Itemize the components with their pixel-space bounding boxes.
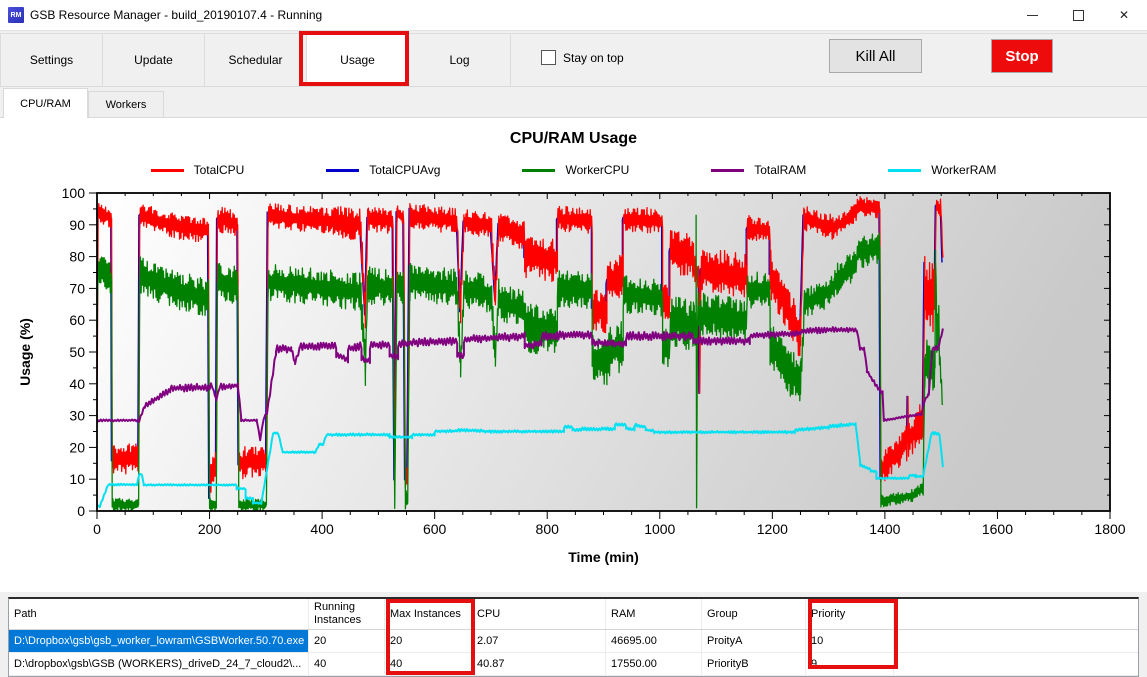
tab-settings[interactable]: Settings bbox=[0, 34, 103, 86]
stay-on-top-control[interactable]: Stay on top bbox=[541, 50, 624, 65]
column-header-ram[interactable]: RAM bbox=[606, 599, 702, 629]
tab-usage[interactable]: Usage bbox=[307, 34, 409, 86]
minimize-icon bbox=[1026, 14, 1038, 16]
subtab-cpu-ram[interactable]: CPU/RAM bbox=[3, 88, 88, 118]
usage-chart: 0 200 400 600 800 1000 1200 1400 1600 1800 0 10 20 30… bbox=[17, 185, 1126, 565]
legend-item-workerram: WorkerRAM bbox=[888, 163, 996, 177]
legend-label-totalcpu: TotalCPU bbox=[193, 163, 245, 177]
svg-text:90: 90 bbox=[69, 217, 85, 233]
cell-path[interactable]: D:\dropbox\gsb\GSB (WORKERS)_driveD_24_7… bbox=[9, 653, 309, 675]
table-row[interactable]: D:\Dropbox\gsb\gsb_worker_lowram\GSBWork… bbox=[9, 630, 1138, 653]
chart-legend: TotalCPU TotalCPUAvg WorkerCPU TotalRAM … bbox=[0, 163, 1147, 177]
tab-update[interactable]: Update bbox=[103, 34, 205, 86]
svg-text:70: 70 bbox=[69, 280, 85, 296]
svg-text:50: 50 bbox=[69, 344, 85, 360]
legend-item-totalcpu: TotalCPU bbox=[150, 163, 245, 177]
maximize-icon bbox=[1072, 9, 1084, 21]
cell-running-instances[interactable]: 40 bbox=[309, 653, 385, 675]
app-icon: RM bbox=[8, 7, 24, 23]
stop-button[interactable]: Stop bbox=[991, 39, 1053, 73]
window-title: GSB Resource Manager - build_20190107.4 … bbox=[30, 8, 323, 22]
svg-text:0: 0 bbox=[77, 503, 85, 519]
svg-text:60: 60 bbox=[69, 312, 85, 328]
cell-cpu[interactable]: 40.87 bbox=[472, 653, 606, 675]
svg-text:30: 30 bbox=[69, 408, 85, 424]
svg-text:1200: 1200 bbox=[757, 521, 788, 537]
stay-on-top-label: Stay on top bbox=[563, 50, 624, 65]
column-header-priority[interactable]: Priority bbox=[806, 599, 894, 629]
legend-swatch-totalram bbox=[711, 168, 745, 172]
legend-label-totalram: TotalRAM bbox=[754, 163, 807, 177]
legend-item-totalram: TotalRAM bbox=[711, 163, 806, 177]
table-row[interactable]: D:\dropbox\gsb\GSB (WORKERS)_driveD_24_7… bbox=[9, 653, 1138, 676]
minimize-button[interactable] bbox=[1009, 0, 1055, 30]
main-tabstrip: Settings Update Schedular Usage Log bbox=[0, 33, 1147, 87]
svg-text:800: 800 bbox=[536, 521, 560, 537]
close-button[interactable]: ✕ bbox=[1101, 0, 1147, 30]
column-header-max-instances[interactable]: Max Instances bbox=[385, 599, 472, 629]
svg-text:1000: 1000 bbox=[644, 521, 675, 537]
svg-text:1600: 1600 bbox=[982, 521, 1013, 537]
column-header-cpu[interactable]: CPU bbox=[472, 599, 606, 629]
svg-text:20: 20 bbox=[69, 439, 85, 455]
chart-title: CPU/RAM Usage bbox=[509, 130, 638, 147]
svg-text:1400: 1400 bbox=[869, 521, 900, 537]
svg-text:600: 600 bbox=[423, 521, 447, 537]
legend-swatch-totalcpuavg bbox=[326, 168, 360, 172]
stay-on-top-checkbox[interactable] bbox=[541, 50, 556, 65]
svg-text:200: 200 bbox=[198, 521, 222, 537]
svg-text:10: 10 bbox=[69, 471, 85, 487]
svg-text:40: 40 bbox=[69, 376, 85, 392]
subtab-workers[interactable]: Workers bbox=[88, 91, 164, 117]
svg-text:80: 80 bbox=[69, 249, 85, 265]
svg-text:0: 0 bbox=[93, 521, 101, 537]
tab-log[interactable]: Log bbox=[409, 34, 511, 86]
column-header-running-instances[interactable]: Running Instances bbox=[309, 599, 385, 629]
legend-swatch-totalcpu bbox=[150, 168, 184, 172]
column-header-path[interactable]: Path bbox=[9, 599, 309, 629]
cell-path[interactable]: D:\Dropbox\gsb\gsb_worker_lowram\GSBWork… bbox=[9, 630, 309, 652]
legend-label-workercpu: WorkerCPU bbox=[565, 163, 630, 177]
column-header-group[interactable]: Group bbox=[702, 599, 806, 629]
cell-group[interactable]: ProityA bbox=[702, 630, 806, 652]
legend-swatch-workercpu bbox=[522, 168, 556, 172]
cell-cpu[interactable]: 2.07 bbox=[472, 630, 606, 652]
cell-group[interactable]: PriorityB bbox=[702, 653, 806, 675]
chart-panel: 0 200 400 600 800 1000 1200 1400 1600 1800 0 10 20 30… bbox=[0, 117, 1147, 592]
title-bar: RM GSB Resource Manager - build_20190107… bbox=[0, 0, 1147, 31]
legend-label-workerram: WorkerRAM bbox=[931, 163, 997, 177]
kill-all-button[interactable]: Kill All bbox=[829, 39, 922, 73]
cell-max-instances[interactable]: 40 bbox=[385, 653, 472, 675]
legend-item-workercpu: WorkerCPU bbox=[522, 163, 629, 177]
tab-schedular[interactable]: Schedular bbox=[205, 34, 307, 86]
cell-priority[interactable]: 10 bbox=[806, 630, 894, 652]
close-icon: ✕ bbox=[1118, 8, 1130, 22]
cell-ram[interactable]: 46695.00 bbox=[606, 630, 702, 652]
svg-text:400: 400 bbox=[310, 521, 334, 537]
cell-running-instances[interactable]: 20 bbox=[309, 630, 385, 652]
cell-max-instances[interactable]: 20 bbox=[385, 630, 472, 652]
legend-item-totalcpuavg: TotalCPUAvg bbox=[326, 163, 440, 177]
svg-text:1800: 1800 bbox=[1094, 521, 1125, 537]
legend-label-totalcpuavg: TotalCPUAvg bbox=[369, 163, 441, 177]
column-header-filler bbox=[894, 599, 1138, 629]
cell-priority[interactable]: 9 bbox=[806, 653, 894, 675]
svg-text:Time (min): Time (min) bbox=[568, 549, 639, 565]
table-header: Path Running Instances Max Instances CPU… bbox=[9, 599, 1138, 630]
workers-table[interactable]: Path Running Instances Max Instances CPU… bbox=[8, 597, 1139, 677]
cell-ram[interactable]: 17550.00 bbox=[606, 653, 702, 675]
svg-text:Usage (%): Usage (%) bbox=[17, 318, 33, 386]
legend-swatch-workerram bbox=[888, 168, 922, 172]
svg-text:100: 100 bbox=[62, 185, 86, 201]
maximize-button[interactable] bbox=[1055, 0, 1101, 30]
